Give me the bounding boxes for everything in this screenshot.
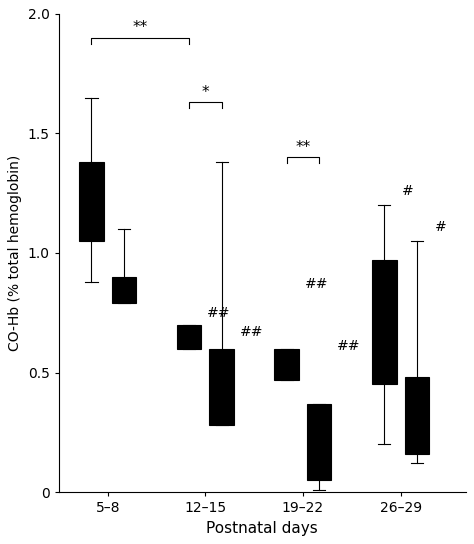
- X-axis label: Postnatal days: Postnatal days: [206, 521, 318, 536]
- Text: **: **: [133, 20, 148, 35]
- Text: **: **: [295, 140, 310, 155]
- Text: *: *: [201, 85, 209, 100]
- Text: ##: ##: [337, 339, 361, 354]
- Text: ##: ##: [207, 306, 230, 320]
- PathPatch shape: [210, 349, 234, 425]
- PathPatch shape: [307, 404, 331, 480]
- Text: ##: ##: [305, 277, 328, 291]
- PathPatch shape: [405, 378, 429, 454]
- PathPatch shape: [79, 162, 104, 241]
- PathPatch shape: [177, 325, 201, 349]
- PathPatch shape: [112, 277, 136, 303]
- Y-axis label: CO-Hb (% total hemoglobin): CO-Hb (% total hemoglobin): [9, 155, 22, 351]
- Text: ##: ##: [239, 325, 263, 339]
- PathPatch shape: [274, 349, 299, 380]
- Text: #: #: [402, 184, 414, 198]
- Text: #: #: [435, 220, 447, 234]
- PathPatch shape: [372, 260, 397, 385]
